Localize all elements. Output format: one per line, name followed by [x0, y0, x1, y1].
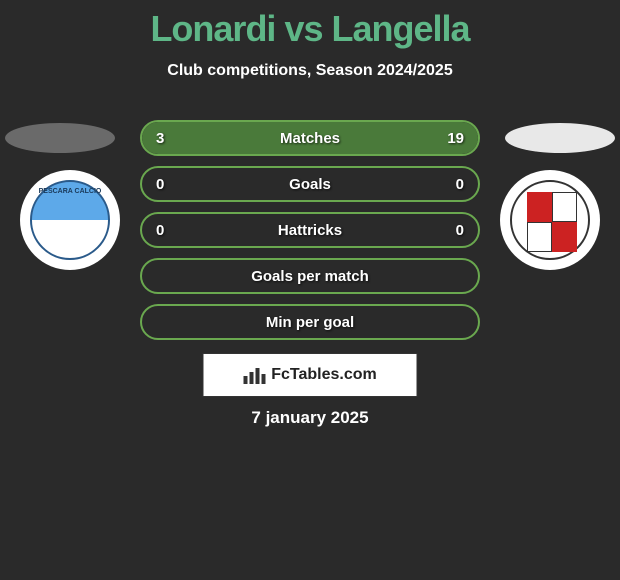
stat-label: Goals per match [251, 268, 369, 285]
stat-row-goals-per-match: Goals per match [140, 258, 480, 294]
stat-row-hattricks: 0 Hattricks 0 [140, 212, 480, 248]
stat-label: Matches [280, 130, 340, 147]
player2-avatar-shadow [505, 123, 615, 153]
stat-row-min-per-goal: Min per goal [140, 304, 480, 340]
comparison-title: Lonardi vs Langella [0, 0, 620, 50]
pescara-badge: PESCARA CALCIO [30, 180, 110, 260]
stat-value-left: 0 [156, 222, 164, 239]
stat-label: Goals [289, 176, 331, 193]
stat-fill-left [142, 122, 188, 154]
stat-value-left: 3 [156, 130, 164, 147]
player1-name: Lonardi [150, 8, 275, 49]
stat-label: Hattricks [278, 222, 342, 239]
pescara-label: PESCARA CALCIO [39, 188, 102, 195]
stat-row-goals: 0 Goals 0 [140, 166, 480, 202]
fctables-branding[interactable]: FcTables.com [203, 353, 418, 397]
date-label: 7 january 2025 [251, 408, 368, 428]
player1-avatar-shadow [5, 123, 115, 153]
player2-name: Langella [332, 8, 470, 49]
stat-value-right: 0 [456, 176, 464, 193]
stat-value-right: 19 [447, 130, 464, 147]
chart-icon [243, 366, 265, 384]
rimini-badge [510, 180, 590, 260]
fctables-text: FcTables.com [271, 366, 377, 384]
stat-value-right: 0 [456, 222, 464, 239]
stat-row-matches: 3 Matches 19 [140, 120, 480, 156]
club-logo-right [500, 170, 600, 270]
stats-container: 3 Matches 19 0 Goals 0 0 Hattricks 0 Goa… [140, 120, 480, 350]
subtitle: Club competitions, Season 2024/2025 [0, 62, 620, 80]
stat-label: Min per goal [266, 314, 354, 331]
stat-value-left: 0 [156, 176, 164, 193]
rimini-shield [527, 192, 577, 252]
club-logo-left: PESCARA CALCIO [20, 170, 120, 270]
vs-text: vs [284, 8, 322, 49]
